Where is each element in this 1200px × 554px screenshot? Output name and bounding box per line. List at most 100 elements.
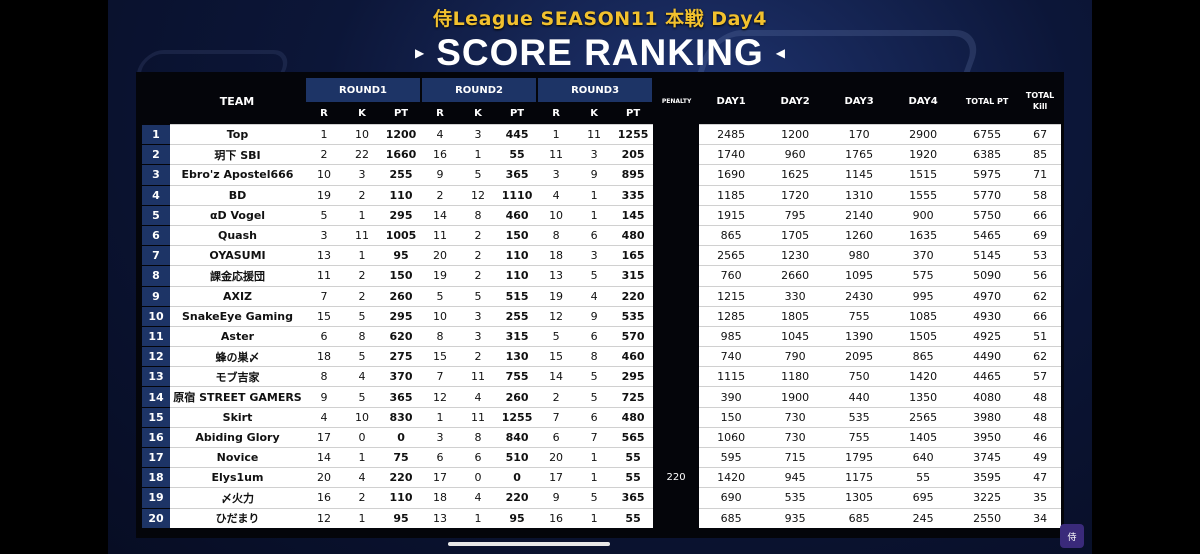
r2-points: 95 bbox=[497, 507, 538, 529]
r1-rank: 20 bbox=[305, 467, 343, 488]
total-kill-header: TOTAL Kill bbox=[1025, 91, 1055, 111]
rank-cell: 5 bbox=[142, 204, 170, 226]
day2-points: 945 bbox=[763, 467, 828, 488]
r2-kills: 5 bbox=[459, 164, 498, 186]
rank-cell: 19 bbox=[142, 487, 170, 509]
r2-rank: 13 bbox=[421, 507, 460, 529]
r3-points: 460 bbox=[613, 346, 654, 367]
r1-kills: 3 bbox=[343, 164, 381, 186]
day2-points: 1720 bbox=[763, 184, 828, 206]
team-name: Quash bbox=[170, 224, 305, 246]
day4-points: 900 bbox=[891, 204, 956, 226]
r3-points: 480 bbox=[613, 406, 654, 428]
r3-rank: 16 bbox=[537, 507, 576, 529]
r3-kills: 8 bbox=[575, 346, 614, 367]
penalty-value bbox=[653, 123, 700, 145]
team-name: αD Vogel bbox=[170, 204, 305, 226]
arrow-left-icon: ◀ bbox=[775, 46, 785, 60]
r1-r-header: R bbox=[320, 107, 328, 119]
page-title: SCORE RANKING bbox=[436, 32, 764, 73]
day3-header: DAY3 bbox=[844, 95, 874, 107]
penalty-value bbox=[653, 305, 700, 327]
team-name: Abiding Glory bbox=[170, 426, 305, 448]
r1-kills: 10 bbox=[343, 406, 381, 428]
r2-rank: 4 bbox=[421, 123, 460, 145]
r1-rank: 4 bbox=[305, 406, 343, 428]
r2-points: 755 bbox=[497, 366, 538, 387]
r3-points: 480 bbox=[613, 224, 654, 246]
r1-kills: 0 bbox=[343, 426, 381, 448]
day3-points: 170 bbox=[827, 123, 892, 145]
r1-rank: 16 bbox=[305, 487, 343, 509]
r3-points: 335 bbox=[613, 184, 654, 206]
r2-points: 445 bbox=[497, 123, 538, 145]
r2-rank: 18 bbox=[421, 487, 460, 509]
r3-rank: 12 bbox=[537, 305, 576, 327]
day4-points: 245 bbox=[891, 507, 956, 529]
r2-kills: 2 bbox=[459, 245, 498, 266]
table-row: 8 課金応援団 11 2 150 19 2 110 13 5 315 760 2660 1095 575 50… bbox=[142, 265, 1062, 286]
table-row: 12 蜂の巣〆 18 5 275 15 2 130 15 8 460 740 790 2095 865 449… bbox=[142, 346, 1062, 367]
r3-kills: 1 bbox=[575, 467, 614, 488]
r1-points: 1005 bbox=[381, 224, 422, 246]
day2-points: 1705 bbox=[763, 224, 828, 246]
r2-kills: 1 bbox=[459, 144, 498, 165]
scroll-indicator[interactable] bbox=[448, 542, 610, 546]
r1-rank: 17 bbox=[305, 426, 343, 448]
r2-rank: 16 bbox=[421, 144, 460, 165]
day3-points: 440 bbox=[827, 386, 892, 408]
r3-rank: 11 bbox=[537, 144, 576, 165]
day4-points: 1085 bbox=[891, 305, 956, 327]
day1-points: 1740 bbox=[699, 144, 764, 165]
day4-points: 995 bbox=[891, 285, 956, 307]
r3-points: 365 bbox=[613, 487, 654, 509]
team-name: Skirt bbox=[170, 406, 305, 428]
day2-header: DAY2 bbox=[780, 95, 810, 107]
table-row: 15 Skirt 4 10 830 1 11 1255 7 6 480 150 730 535 2565 39… bbox=[142, 406, 1062, 428]
r2-kills: 11 bbox=[459, 406, 498, 428]
r1-rank: 19 bbox=[305, 184, 343, 206]
league-logo-icon: 侍 bbox=[1060, 524, 1084, 548]
day1-points: 685 bbox=[699, 507, 764, 529]
total-kills: 57 bbox=[1019, 366, 1062, 387]
r3-points: 55 bbox=[613, 446, 654, 468]
penalty-value bbox=[653, 507, 700, 529]
day4-points: 1420 bbox=[891, 366, 956, 387]
r1-points: 275 bbox=[381, 346, 422, 367]
day4-points: 2900 bbox=[891, 123, 956, 145]
r3-rank: 15 bbox=[537, 346, 576, 367]
day4-points: 1515 bbox=[891, 164, 956, 186]
team-name: 蜂の巣〆 bbox=[170, 346, 305, 367]
r1-points: 95 bbox=[381, 245, 422, 266]
day3-points: 2430 bbox=[827, 285, 892, 307]
day1-points: 1690 bbox=[699, 164, 764, 186]
rank-cell: 12 bbox=[142, 346, 170, 367]
penalty-value: 220 bbox=[653, 467, 700, 488]
r1-kills: 1 bbox=[343, 204, 381, 226]
r3-points: 55 bbox=[613, 507, 654, 529]
day1-points: 1420 bbox=[699, 467, 764, 488]
total-points: 4930 bbox=[955, 305, 1020, 327]
r1-kills: 5 bbox=[343, 346, 381, 367]
r3-rank: 10 bbox=[537, 204, 576, 226]
r3-kills: 9 bbox=[575, 305, 614, 327]
total-points: 6385 bbox=[955, 144, 1020, 165]
r1-points: 150 bbox=[381, 265, 422, 286]
r3-kills: 1 bbox=[575, 184, 614, 206]
r3-rank: 4 bbox=[537, 184, 576, 206]
day3-points: 535 bbox=[827, 406, 892, 428]
r1-kills: 11 bbox=[343, 224, 381, 246]
total-points: 5975 bbox=[955, 164, 1020, 186]
rank-cell: 4 bbox=[142, 184, 170, 206]
team-name: Ebro'z Apostel666 bbox=[170, 164, 305, 186]
r1-rank: 1 bbox=[305, 123, 343, 145]
r2-points: 110 bbox=[497, 265, 538, 286]
team-name: 玥下 SBI bbox=[170, 144, 305, 165]
total-points: 5090 bbox=[955, 265, 1020, 286]
day4-points: 1555 bbox=[891, 184, 956, 206]
total-kills: 48 bbox=[1019, 406, 1062, 428]
r3-rank: 6 bbox=[537, 426, 576, 448]
team-name: Top bbox=[170, 123, 305, 145]
day3-points: 2140 bbox=[827, 204, 892, 226]
r3-rank: 9 bbox=[537, 487, 576, 509]
